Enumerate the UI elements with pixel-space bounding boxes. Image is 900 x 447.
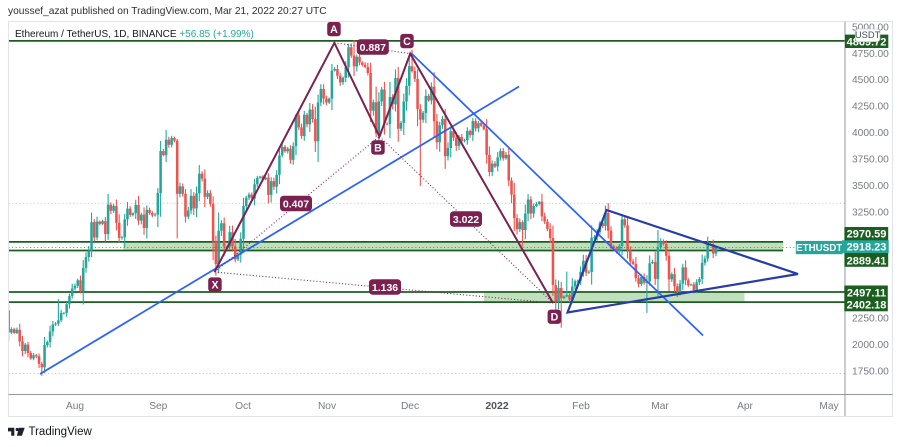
- svg-text:3.022: 3.022: [453, 214, 479, 226]
- svg-text:4000.00: 4000.00: [852, 128, 889, 139]
- svg-text:2970.59: 2970.59: [847, 228, 887, 240]
- svg-text:3250.00: 3250.00: [852, 208, 889, 219]
- svg-text:X: X: [211, 279, 218, 291]
- svg-text:USDT: USDT: [855, 30, 881, 40]
- svg-text:5000.00: 5000.00: [852, 22, 889, 33]
- svg-text:2889.41: 2889.41: [847, 255, 887, 267]
- svg-text:4250.00: 4250.00: [852, 102, 889, 113]
- svg-text:2250.00: 2250.00: [852, 313, 889, 324]
- svg-text:3750.00: 3750.00: [852, 155, 889, 166]
- svg-text:Feb: Feb: [572, 401, 590, 412]
- svg-text:1750.00: 1750.00: [852, 366, 889, 377]
- svg-text:Aug: Aug: [66, 401, 84, 412]
- svg-text:0.887: 0.887: [360, 42, 386, 54]
- svg-text:3500.00: 3500.00: [852, 181, 889, 192]
- svg-text:4500.00: 4500.00: [852, 75, 889, 86]
- svg-text:Apr: Apr: [737, 401, 753, 412]
- svg-text:Mar: Mar: [651, 401, 669, 412]
- svg-text:2000.00: 2000.00: [852, 340, 889, 351]
- svg-text:A: A: [330, 24, 338, 36]
- svg-text:1.136: 1.136: [372, 282, 398, 294]
- svg-text:Oct: Oct: [235, 401, 251, 412]
- svg-text:B: B: [374, 142, 382, 154]
- svg-text:ETHUSDT: ETHUSDT: [796, 243, 842, 254]
- svg-text:2918.23: 2918.23: [847, 242, 887, 254]
- svg-text:C: C: [403, 36, 411, 48]
- svg-text:Nov: Nov: [318, 401, 337, 412]
- svg-text:D: D: [551, 312, 559, 324]
- svg-text:May: May: [819, 401, 839, 412]
- svg-text:2022: 2022: [485, 400, 509, 412]
- svg-text:0.407: 0.407: [283, 198, 309, 210]
- svg-text:4750.00: 4750.00: [852, 49, 889, 60]
- svg-text:Sep: Sep: [149, 401, 167, 412]
- svg-text:2402.18: 2402.18: [847, 300, 887, 312]
- svg-text:Dec: Dec: [401, 401, 419, 412]
- svg-text:2497.11: 2497.11: [847, 287, 886, 299]
